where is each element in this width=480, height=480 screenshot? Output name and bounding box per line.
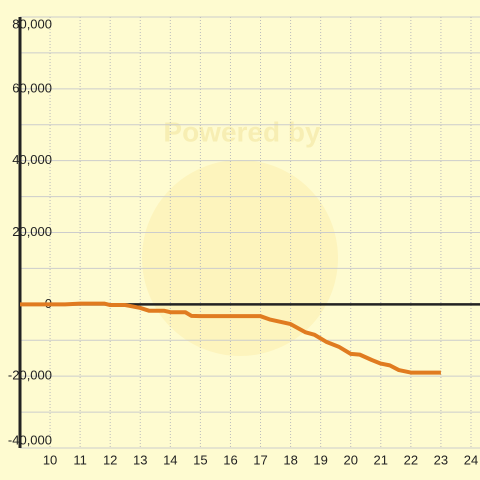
data-line bbox=[20, 301, 441, 375]
y-tick-label: 20,000 bbox=[12, 224, 52, 239]
x-tick-label: 21 bbox=[374, 452, 388, 467]
x-tick-label: 10 bbox=[43, 452, 57, 467]
x-tick-label: 14 bbox=[163, 452, 177, 467]
x-tick-label: 13 bbox=[133, 452, 147, 467]
x-tick-label: 19 bbox=[313, 452, 327, 467]
x-tick-label: 24 bbox=[464, 452, 478, 467]
x-tick-label: 23 bbox=[434, 452, 448, 467]
watermark: Powered by bbox=[163, 116, 321, 147]
x-tick-label: 12 bbox=[103, 452, 117, 467]
y-tick-label: -40,000 bbox=[8, 432, 52, 447]
y-tick-label: -20,000 bbox=[8, 368, 52, 383]
watermark-logo bbox=[142, 160, 338, 356]
x-tick-label: 15 bbox=[193, 452, 207, 467]
y-tick-label: 40,000 bbox=[12, 152, 52, 167]
x-tick-label: 22 bbox=[404, 452, 418, 467]
y-tick-label: 60,000 bbox=[12, 80, 52, 95]
x-tick-label: 16 bbox=[223, 452, 237, 467]
y-tick-label: 80,000 bbox=[12, 16, 52, 31]
x-tick-label: 18 bbox=[283, 452, 297, 467]
x-tick-label: 11 bbox=[73, 452, 87, 467]
x-tick-label: 17 bbox=[253, 452, 267, 467]
x-tick-label: 20 bbox=[343, 452, 357, 467]
